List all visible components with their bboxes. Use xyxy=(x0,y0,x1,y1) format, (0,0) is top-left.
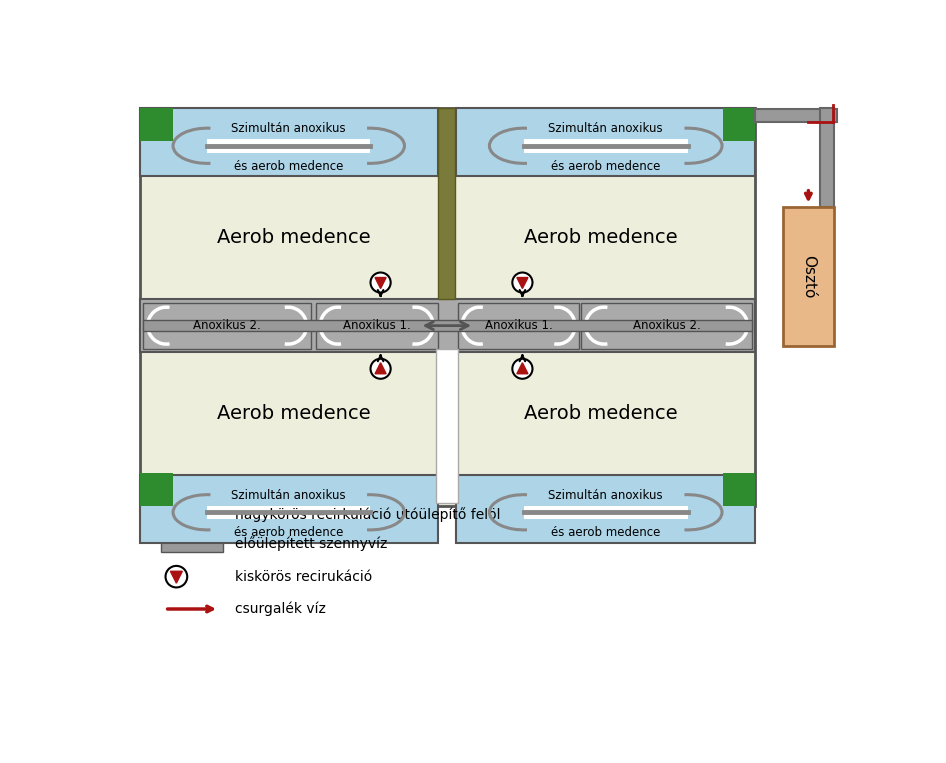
Bar xyxy=(723,108,755,141)
Bar xyxy=(338,322,415,330)
Bar xyxy=(783,207,833,346)
Bar xyxy=(140,474,172,506)
Bar xyxy=(140,475,438,542)
Text: Anoxikus 2.: Anoxikus 2. xyxy=(193,319,261,332)
Text: nagykörös recirkuláció utóülepítő felöl: nagykörös recirkuláció utóülepítő felöl xyxy=(235,507,500,523)
Bar xyxy=(581,303,752,349)
Text: és aerob medence: és aerob medence xyxy=(234,159,343,172)
Bar xyxy=(207,506,370,519)
Bar xyxy=(207,139,370,153)
Text: Aerob medence: Aerob medence xyxy=(524,404,678,423)
Bar xyxy=(819,108,833,207)
Text: Anoxikus 2.: Anoxikus 2. xyxy=(633,319,700,332)
Bar xyxy=(161,535,223,552)
Polygon shape xyxy=(375,278,386,288)
Bar xyxy=(140,108,438,176)
Circle shape xyxy=(371,359,391,378)
Circle shape xyxy=(513,272,533,292)
Text: Aerob medence: Aerob medence xyxy=(217,228,370,247)
Text: és aerob medence: és aerob medence xyxy=(551,526,660,539)
Text: Szimultán anoxikus: Szimultán anoxikus xyxy=(232,489,346,502)
Bar xyxy=(143,320,752,331)
Text: és aerob medence: és aerob medence xyxy=(234,526,343,539)
Bar xyxy=(524,506,688,519)
Polygon shape xyxy=(375,362,386,374)
Circle shape xyxy=(513,359,533,378)
Bar xyxy=(458,303,579,349)
Bar xyxy=(456,475,755,542)
Bar xyxy=(140,108,172,141)
Bar xyxy=(436,349,458,503)
Circle shape xyxy=(166,566,187,588)
Bar xyxy=(161,507,223,523)
Bar xyxy=(524,139,688,153)
Text: kiskörös recirukáció: kiskörös recirukáció xyxy=(235,570,372,584)
Text: előülepített szennyvíz: előülepített szennyvíz xyxy=(235,536,387,551)
Bar xyxy=(755,108,837,122)
Bar xyxy=(480,322,557,330)
Text: Aerob medence: Aerob medence xyxy=(524,228,678,247)
Bar xyxy=(140,108,755,506)
Bar xyxy=(456,108,755,176)
Text: Szimultán anoxikus: Szimultán anoxikus xyxy=(549,122,663,135)
Bar xyxy=(604,322,729,330)
Circle shape xyxy=(371,272,391,292)
Polygon shape xyxy=(170,571,183,583)
Polygon shape xyxy=(517,362,528,374)
Bar xyxy=(723,474,755,506)
Bar xyxy=(166,322,288,330)
Text: csurgalék víz: csurgalék víz xyxy=(235,602,325,617)
Bar xyxy=(316,303,438,349)
Text: Anoxikus 1.: Anoxikus 1. xyxy=(484,319,552,332)
Text: Anoxikus 1.: Anoxikus 1. xyxy=(342,319,411,332)
Bar xyxy=(438,108,455,299)
Text: Aerob medence: Aerob medence xyxy=(217,404,370,423)
Text: Osztó: Osztó xyxy=(801,255,815,298)
Bar xyxy=(140,299,755,352)
Polygon shape xyxy=(517,278,528,288)
Text: Szimultán anoxikus: Szimultán anoxikus xyxy=(549,489,663,502)
Bar xyxy=(143,303,311,349)
Text: Szimultán anoxikus: Szimultán anoxikus xyxy=(232,122,346,135)
Text: és aerob medence: és aerob medence xyxy=(551,159,660,172)
